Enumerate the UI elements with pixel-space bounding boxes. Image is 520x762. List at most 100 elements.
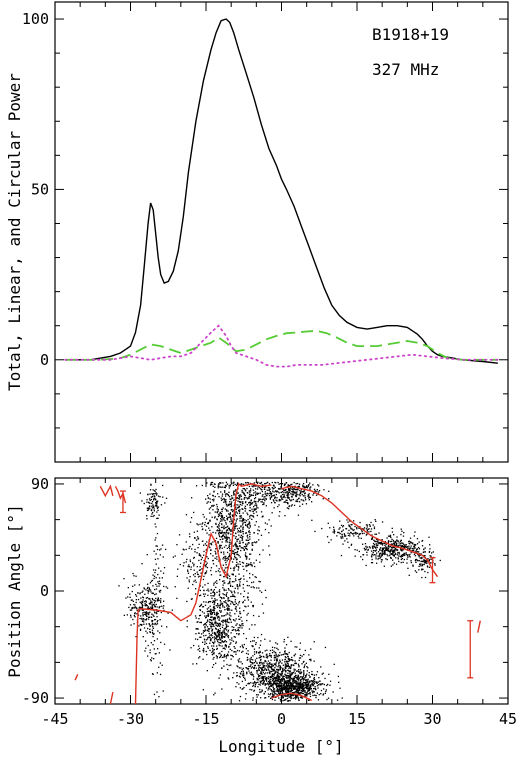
pa-data-point — [317, 687, 319, 689]
pa-data-point — [152, 574, 154, 576]
pa-data-point — [212, 595, 214, 597]
pa-data-point — [429, 548, 431, 550]
pa-data-point — [220, 482, 222, 484]
pa-data-point — [214, 607, 216, 610]
pa-data-point — [267, 676, 270, 678]
pa-data-point — [415, 561, 417, 563]
pa-data-point — [284, 673, 286, 675]
pa-data-point — [193, 511, 195, 514]
pa-data-point — [259, 680, 261, 682]
pa-data-point — [386, 537, 388, 539]
pa-data-point — [297, 676, 299, 678]
pa-data-point — [156, 507, 159, 509]
pa-data-point — [211, 645, 213, 647]
pa-data-point — [361, 531, 363, 533]
pa-data-point — [270, 684, 272, 687]
pa-data-point — [233, 553, 236, 556]
pa-data-point — [264, 483, 266, 485]
pa-data-point — [281, 659, 284, 661]
pa-data-point — [199, 636, 201, 638]
pa-data-point — [341, 697, 343, 699]
pa-data-point — [270, 682, 272, 684]
pa-data-point — [139, 606, 141, 608]
pa-data-point — [229, 639, 231, 641]
pa-data-point — [206, 566, 209, 569]
pa-data-point — [259, 662, 261, 664]
pa-data-point — [270, 676, 272, 679]
pa-data-point — [247, 668, 249, 670]
pa-data-point — [240, 534, 242, 537]
pa-data-point — [244, 502, 247, 504]
pa-data-point — [374, 540, 377, 543]
pa-data-point — [308, 658, 311, 661]
pa-data-point — [273, 683, 275, 685]
pa-data-point — [226, 529, 228, 531]
pa-data-point — [279, 692, 281, 694]
pa-data-point — [333, 663, 335, 665]
pa-data-point — [278, 682, 281, 684]
pa-data-point — [223, 519, 225, 521]
pa-data-point — [304, 694, 306, 696]
pa-data-point — [371, 534, 373, 536]
pa-data-point — [278, 684, 280, 686]
pa-data-point — [239, 503, 241, 506]
pa-data-point — [237, 546, 239, 548]
pa-data-point — [329, 684, 331, 686]
pa-data-point — [203, 635, 205, 637]
pa-data-point — [252, 515, 254, 517]
pa-data-point — [148, 498, 151, 500]
pa-data-point — [252, 586, 254, 588]
pa-data-point — [405, 552, 407, 554]
pa-data-point — [139, 492, 141, 494]
pa-data-point — [309, 684, 311, 687]
pa-data-point — [296, 696, 298, 698]
pa-data-point — [408, 555, 410, 557]
pa-data-point — [230, 509, 232, 511]
pa-data-point — [211, 629, 213, 632]
pa-data-point — [199, 605, 201, 608]
pa-data-point — [406, 546, 408, 548]
pa-data-point — [243, 676, 245, 678]
pa-data-point — [218, 496, 220, 498]
pa-data-point — [142, 601, 144, 603]
pa-data-point — [383, 565, 385, 567]
pa-data-point — [260, 682, 262, 684]
pa-data-point — [328, 490, 330, 492]
pa-data-point — [212, 485, 214, 487]
pa-data-point — [316, 489, 318, 491]
pa-data-point — [224, 601, 226, 604]
pa-data-point — [262, 503, 264, 506]
pa-data-point — [214, 598, 216, 600]
pa-data-point — [235, 489, 237, 491]
pa-data-point — [256, 670, 258, 672]
pa-data-point — [305, 684, 308, 686]
pa-data-point — [391, 527, 393, 529]
pa-data-point — [204, 584, 206, 586]
pa-data-point — [287, 674, 289, 677]
pa-data-point — [277, 691, 279, 693]
pa-data-point — [285, 674, 287, 676]
pa-data-point — [153, 640, 156, 642]
pa-data-point — [426, 566, 429, 568]
pa-data-point — [237, 538, 240, 540]
pa-data-point — [220, 551, 222, 554]
pa-data-point — [243, 643, 245, 646]
pa-data-point — [288, 696, 290, 698]
pa-data-point — [153, 599, 155, 601]
pa-data-point — [329, 680, 332, 682]
pa-data-point — [270, 656, 272, 658]
pa-data-point — [198, 615, 201, 617]
pa-data-point — [275, 657, 277, 659]
pa-data-point — [288, 675, 290, 677]
pa-data-point — [223, 641, 226, 643]
pa-data-point — [401, 555, 403, 557]
pa-data-point — [264, 691, 266, 693]
pa-data-point — [253, 651, 256, 653]
pa-data-point — [157, 581, 159, 583]
pa-data-point — [301, 687, 303, 690]
pa-data-point — [198, 645, 200, 647]
pa-data-point — [265, 672, 267, 674]
pa-data-point — [272, 695, 274, 698]
pa-data-point — [225, 495, 227, 497]
pa-data-point — [214, 581, 216, 583]
